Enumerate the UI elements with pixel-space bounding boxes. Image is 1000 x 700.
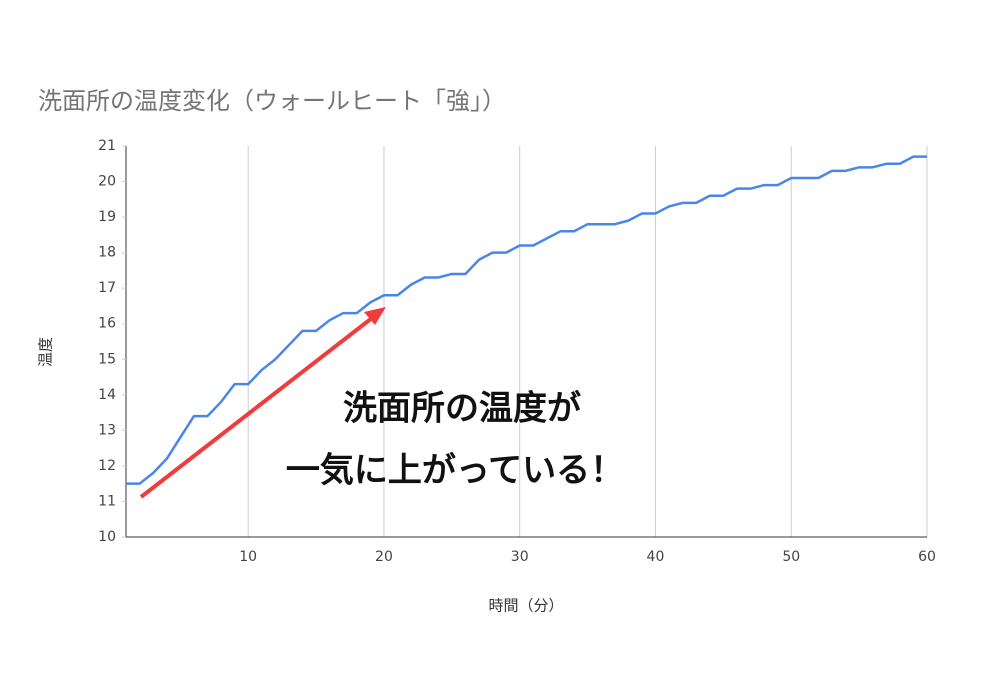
- x-tick-label: 50: [782, 549, 800, 565]
- y-tick-label: 10: [98, 529, 116, 545]
- x-tick-label: 60: [918, 549, 936, 565]
- chart-title: 洗面所の温度変化（ウォールヒート「強」）: [38, 87, 506, 115]
- y-tick-label: 20: [98, 174, 116, 190]
- y-tick-label: 16: [98, 316, 116, 332]
- y-tick-label: 17: [98, 280, 116, 296]
- x-tick-label: 20: [375, 549, 393, 565]
- y-tick-label: 19: [98, 209, 116, 225]
- line-series: [126, 155, 927, 485]
- y-tick-label: 18: [98, 245, 116, 261]
- y-tick-label: 14: [98, 387, 116, 403]
- y-tick-label: 15: [98, 351, 116, 367]
- y-tick-label: 13: [98, 422, 116, 438]
- plot-area: 10 20 30 40 50 60 10 11 12 13 14 15 16 17 18 19 20 21: [98, 138, 936, 565]
- y-tick-label: 21: [98, 138, 116, 154]
- x-axis-label: 時間（分）: [488, 597, 563, 615]
- annotation: 洗面所の温度が: [343, 389, 581, 429]
- x-tick-label: 10: [239, 549, 257, 565]
- annotation-arrowhead: [364, 307, 386, 325]
- annotation: 一気に上がっている！: [286, 451, 624, 491]
- x-tick-label: 40: [647, 549, 665, 565]
- x-tick-label: 30: [511, 549, 529, 565]
- y-tick-label: 12: [98, 458, 116, 474]
- y-axis-label: 温度: [37, 337, 55, 367]
- annotation-arrow: [139, 316, 374, 499]
- y-tick-label: 11: [98, 493, 116, 509]
